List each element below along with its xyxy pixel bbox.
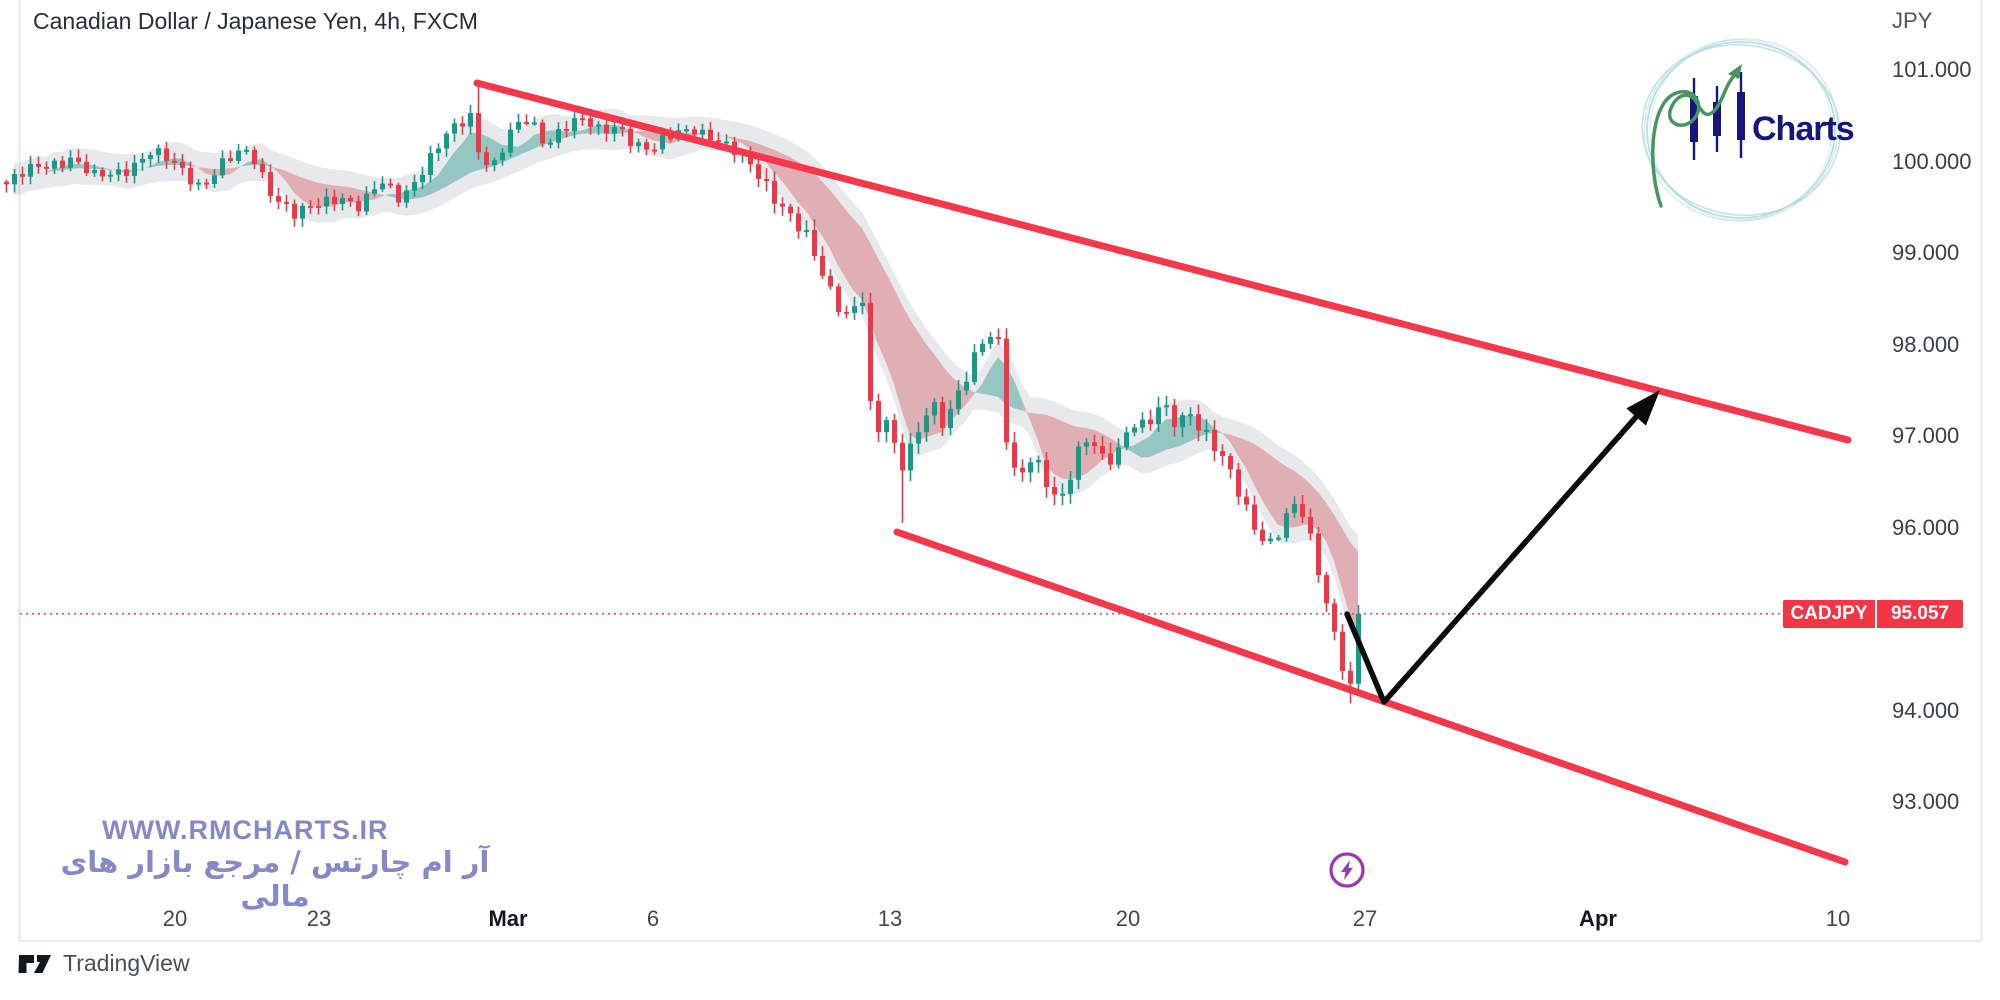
price-tick: 100.000: [1892, 149, 1972, 175]
time-tick: Apr: [1579, 906, 1617, 932]
rmcharts-logo: Charts: [1629, 18, 1854, 241]
chart-title: Canadian Dollar / Japanese Yen, 4h, FXCM: [33, 8, 478, 35]
time-tick: 20: [1116, 906, 1140, 932]
price-tick: 98.000: [1892, 332, 1959, 358]
price-axis-currency: JPY: [1892, 8, 1932, 34]
time-tick: 13: [878, 906, 902, 932]
last-price-label: CADJPY 95.057: [1783, 600, 1963, 628]
price-tick: 96.000: [1892, 515, 1959, 541]
time-tick: 6: [647, 906, 659, 932]
tradingview-attribution[interactable]: TradingView: [18, 950, 190, 977]
rmcharts-logo-text: Charts: [1752, 110, 1854, 148]
tradingview-chart-snapshot: Charts Canadian Dollar / Japanese Yen, 4…: [0, 0, 2000, 1000]
pane-borders: [19, 0, 1982, 941]
watermark-persian: آر ام چارتس / مرجع بازار های مالی: [55, 845, 495, 913]
price-tick: 97.000: [1892, 423, 1959, 449]
price-tick: 99.000: [1892, 240, 1959, 266]
price-tick: 94.000: [1892, 698, 1959, 724]
ma-ribbon: [14, 109, 1358, 646]
tradingview-logo-text: TradingView: [63, 950, 190, 977]
lightning-icon[interactable]: [1331, 854, 1363, 886]
projection-arrow[interactable]: [1347, 390, 1660, 702]
tradingview-logo-icon: [18, 952, 54, 976]
watermark-url: WWW.RMCHARTS.IR: [102, 815, 388, 846]
price-tick: 101.000: [1892, 57, 1972, 83]
time-tick: 27: [1353, 906, 1377, 932]
last-price-symbol: CADJPY: [1783, 600, 1877, 628]
time-tick: 10: [1826, 906, 1850, 932]
price-tick: 93.000: [1892, 789, 1959, 815]
channel-lower-line[interactable]: [897, 532, 1845, 862]
last-price-value: 95.057: [1877, 600, 1963, 628]
